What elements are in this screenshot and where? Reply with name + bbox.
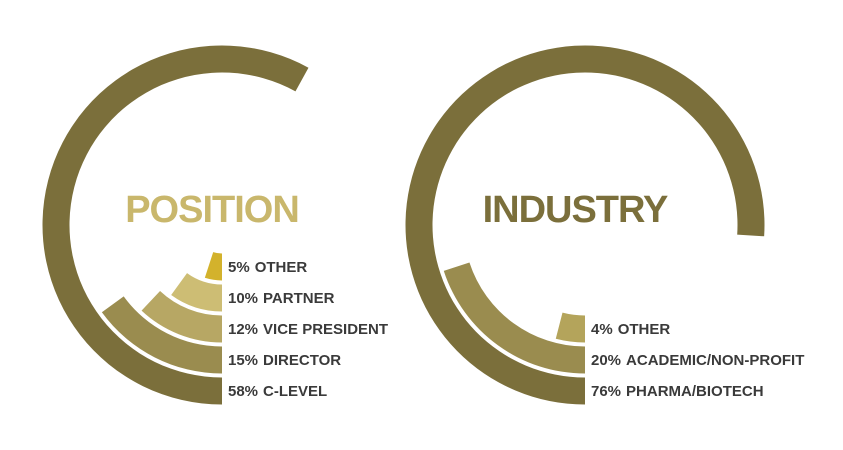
bar-label: 20% ACADEMIC/NON-PROFIT [591, 352, 804, 369]
ring-bar [141, 290, 222, 343]
category-label: C-LEVEL [263, 383, 327, 400]
ring-bar [204, 252, 222, 281]
bar-label: 12% VICE PRESIDENT [228, 321, 388, 338]
ring-bar [555, 312, 585, 343]
chart-title: INDUSTRY [483, 189, 668, 231]
bar-label: 15% DIRECTOR [228, 352, 341, 369]
ring-bar [443, 262, 585, 374]
value-label: 58% [228, 383, 258, 400]
category-label: PARTNER [263, 290, 335, 307]
ring-bar [101, 296, 222, 374]
value-label: 76% [591, 383, 621, 400]
value-label: 12% [228, 321, 258, 338]
category-label: PHARMA/BIOTECH [626, 383, 764, 400]
ring-bar [42, 45, 309, 405]
value-label: 20% [591, 352, 621, 369]
value-label: 4% [591, 321, 613, 338]
value-label: 5% [228, 259, 250, 276]
value-label: 10% [228, 290, 258, 307]
chart-title: POSITION [125, 189, 299, 231]
category-label: VICE PRESIDENT [263, 321, 388, 338]
ring-bar [171, 273, 222, 312]
category-label: OTHER [255, 259, 308, 276]
bar-label: 10% PARTNER [228, 290, 335, 307]
category-label: DIRECTOR [263, 352, 341, 369]
category-label: OTHER [618, 321, 671, 338]
value-label: 15% [228, 352, 258, 369]
bar-label: 76% PHARMA/BIOTECH [591, 383, 764, 400]
bar-label: 58% C-LEVEL [228, 383, 327, 400]
bar-label: 4% OTHER [591, 321, 670, 338]
category-label: ACADEMIC/NON-PROFIT [626, 352, 804, 369]
bar-label: 5% OTHER [228, 259, 307, 276]
